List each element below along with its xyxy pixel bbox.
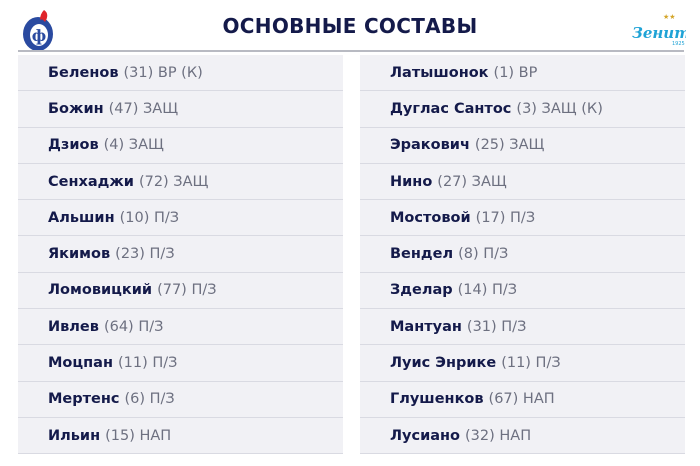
player-row: Якимов (23) П/З: [18, 236, 343, 273]
player-name: Дзиов: [48, 137, 99, 154]
player-row: Моцпан (11) П/З: [18, 345, 343, 382]
player-number-position: (77) П/З: [157, 282, 217, 299]
player-name: Мантуан: [390, 318, 462, 335]
player-number-position: (3) ЗАЩ (К): [516, 100, 603, 117]
player-row: Вендел (8) П/З: [360, 236, 685, 273]
player-name: Мертенс: [48, 391, 120, 408]
player-name: Ивлев: [48, 318, 99, 335]
svg-text:1925: 1925: [672, 41, 685, 46]
player-number-position: (8) П/З: [458, 246, 509, 263]
player-name: Луис Энрике: [390, 355, 497, 372]
player-row: Лусиано (32) НАП: [360, 417, 685, 455]
player-name: Нино: [390, 173, 433, 190]
player-row: Дуглас Сантос (3) ЗАЩ (К): [360, 91, 685, 128]
player-number-position: (27) ЗАЩ: [437, 173, 507, 190]
player-name: Вендел: [390, 246, 454, 263]
player-row: Альшин (10) П/З: [18, 200, 343, 237]
player-row: Зделар (14) П/З: [360, 272, 685, 310]
player-number-position: (4) ЗАЩ: [103, 137, 164, 154]
player-row: Нино (27) ЗАЩ: [360, 163, 685, 201]
player-row: Божин (47) ЗАЩ: [18, 91, 343, 128]
fakel-logo-icon: ф: [23, 10, 53, 51]
player-row: Эракович (25) ЗАЩ: [360, 127, 685, 164]
player-name: Сенхаджи: [48, 173, 134, 190]
player-number-position: (15) НАП: [105, 427, 172, 444]
player-number-position: (11) П/З: [117, 355, 178, 372]
player-row: Дзиов (4) ЗАЩ: [18, 127, 343, 164]
home-lineup: Беленов (31) ВР (К) Божин (47) ЗАЩ Дзиов (4) …: [18, 55, 343, 455]
player-name: Зделар: [390, 282, 453, 299]
player-row: Мантуан (31) П/З: [360, 309, 685, 346]
player-number-position: (14) П/З: [457, 282, 518, 299]
player-row: Мостовой (17) П/З: [360, 200, 685, 237]
player-number-position: (11) П/З: [501, 355, 561, 372]
svg-text:★★: ★★: [663, 13, 676, 21]
zenit-logo-icon: ★★ Зенит 1925: [632, 13, 686, 46]
player-number-position: (17) П/З: [475, 209, 536, 226]
player-row: Мертенс (6) П/З: [18, 381, 343, 418]
header-divider: [18, 50, 684, 52]
away-lineup: Латышонок (1) ВР Дуглас Сантос (3) ЗАЩ (К) Э…: [360, 55, 685, 455]
player-name: Латышонок: [390, 64, 489, 81]
player-name: Беленов: [48, 64, 119, 81]
player-name: Лусиано: [390, 427, 461, 444]
player-row: Беленов (31) ВР (К): [18, 55, 343, 92]
player-row: Ивлев (64) П/З: [18, 309, 343, 346]
player-number-position: (47) ЗАЩ: [108, 100, 179, 117]
player-name: Ломовицкий: [48, 282, 153, 299]
player-row: Ломовицкий (77) П/З: [18, 272, 343, 310]
player-number-position: (32) НАП: [465, 427, 532, 444]
player-name: Глушенков: [390, 391, 484, 408]
player-name: Дуглас Сантос: [390, 100, 512, 117]
page-title: ОСНОВНЫЕ СОСТАВЫ: [222, 14, 478, 38]
player-number-position: (10) П/З: [119, 209, 180, 226]
player-name: Божин: [48, 100, 104, 117]
player-number-position: (25) ЗАЩ: [474, 137, 545, 154]
player-row: Латышонок (1) ВР: [360, 55, 685, 92]
player-number-position: (67) НАП: [488, 391, 555, 408]
player-number-position: (64) П/З: [103, 318, 164, 335]
player-row: Луис Энрике (11) П/З: [360, 345, 685, 382]
player-name: Эракович: [390, 137, 470, 154]
player-row: Ильин (15) НАП: [18, 417, 343, 455]
player-number-position: (23) П/З: [115, 246, 175, 263]
player-number-position: (31) ВР (К): [123, 64, 203, 81]
player-name: Якимов: [48, 246, 111, 263]
player-row: Глушенков (67) НАП: [360, 381, 685, 418]
player-number-position: (6) П/З: [124, 391, 175, 408]
player-number-position: (72) ЗАЩ: [138, 173, 209, 190]
player-number-position: (31) П/З: [466, 318, 527, 335]
player-name: Альшин: [48, 209, 115, 226]
player-name: Мостовой: [390, 209, 471, 226]
svg-text:Зенит: Зенит: [632, 24, 686, 42]
player-number-position: (1) ВР: [493, 64, 538, 81]
player-row: Сенхаджи (72) ЗАЩ: [18, 163, 343, 201]
player-name: Моцпан: [48, 355, 113, 372]
player-name: Ильин: [48, 427, 101, 444]
svg-text:ф: ф: [32, 26, 46, 45]
